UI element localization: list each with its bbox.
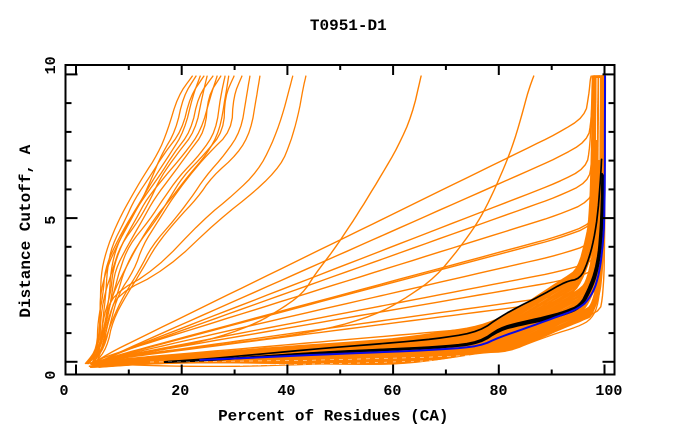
svg-text:80: 80 <box>489 383 507 400</box>
svg-text:5: 5 <box>43 216 60 225</box>
svg-text:0: 0 <box>43 371 60 380</box>
svg-text:Percent of Residues (CA): Percent of Residues (CA) <box>218 408 448 426</box>
svg-text:40: 40 <box>277 383 295 400</box>
svg-text:60: 60 <box>383 383 401 400</box>
svg-text:T0951-D1: T0951-D1 <box>310 17 387 35</box>
svg-text:0: 0 <box>59 383 68 400</box>
svg-text:Distance Cutoff, A: Distance Cutoff, A <box>17 144 35 317</box>
svg-text:10: 10 <box>43 56 60 74</box>
svg-text:100: 100 <box>595 383 622 400</box>
svg-text:20: 20 <box>171 383 189 400</box>
